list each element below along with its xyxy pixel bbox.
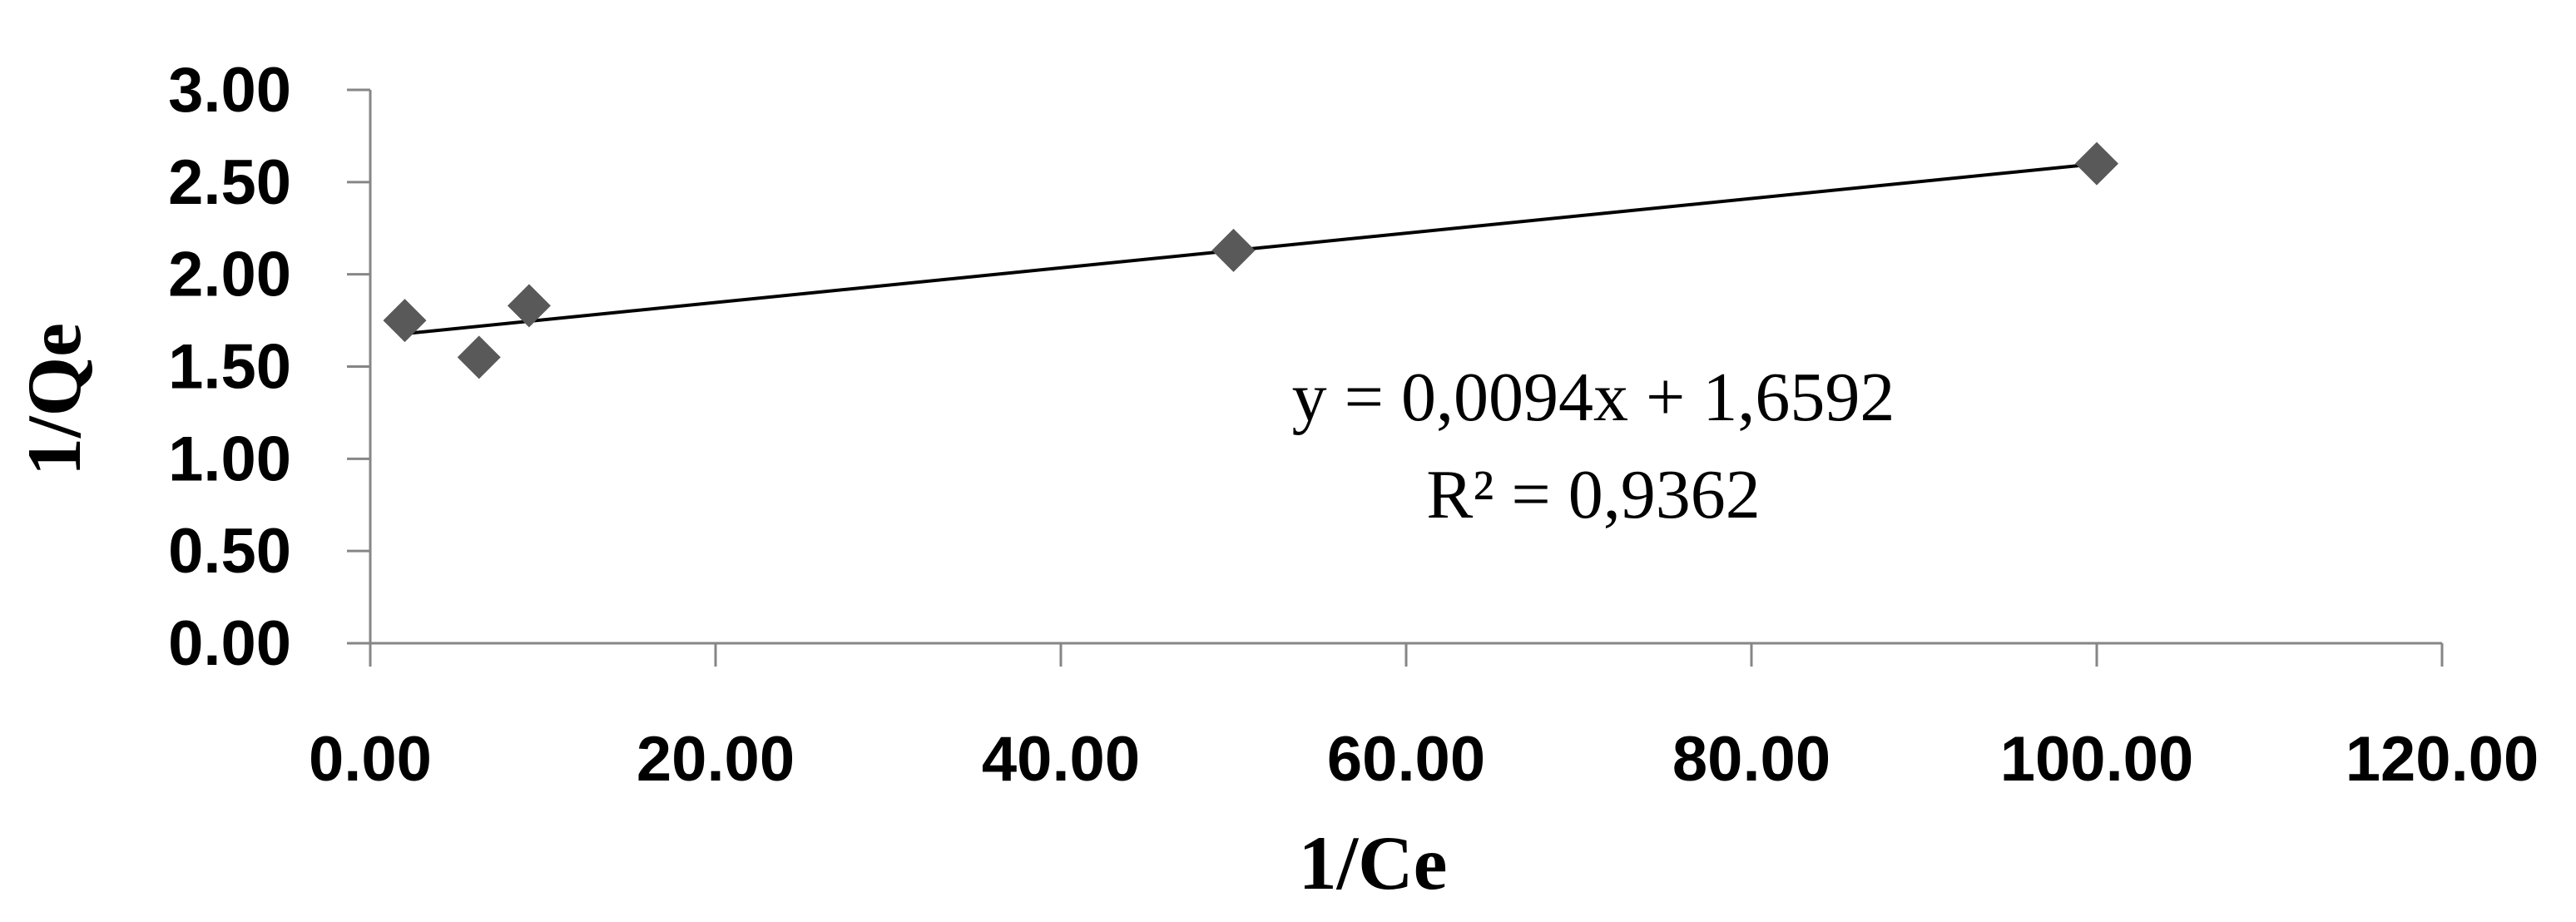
data-point xyxy=(457,335,501,379)
x-tick-label: 40.00 xyxy=(982,724,1140,795)
data-point xyxy=(507,284,551,328)
data-point xyxy=(383,299,427,343)
r-squared-label: R² = 0,9362 xyxy=(1426,456,1761,533)
x-tick-label: 80.00 xyxy=(1672,724,1830,795)
y-axis-ticks: 0.00 0.50 1.00 1.50 2.00 2.50 3.00 xyxy=(168,55,370,679)
trendline-equation: y = 0,0094x + 1,6592 xyxy=(1292,359,1895,436)
x-tick-label: 60.00 xyxy=(1327,724,1485,795)
y-tick-label: 1.00 xyxy=(168,424,291,494)
y-tick-label: 3.00 xyxy=(168,55,291,126)
y-axis-title: 1/Qe xyxy=(12,323,97,476)
data-points xyxy=(383,141,2118,379)
data-point xyxy=(1211,228,1256,272)
y-tick-label: 2.50 xyxy=(168,147,291,218)
x-axis-ticks: 0.00 20.00 40.00 60.00 80.00 100.00 120.00 xyxy=(309,643,2539,795)
x-tick-label: 100.00 xyxy=(2000,724,2193,795)
x-tick-label: 0.00 xyxy=(309,724,432,795)
y-tick-label: 1.50 xyxy=(168,332,291,403)
y-tick-label: 2.00 xyxy=(168,240,291,310)
y-tick-label: 0.00 xyxy=(168,608,291,679)
y-tick-label: 0.50 xyxy=(168,516,291,587)
x-tick-label: 120.00 xyxy=(2346,724,2539,795)
x-axis-title: 1/Ce xyxy=(1299,820,1448,905)
x-tick-label: 20.00 xyxy=(637,724,795,795)
data-point xyxy=(2075,141,2118,186)
